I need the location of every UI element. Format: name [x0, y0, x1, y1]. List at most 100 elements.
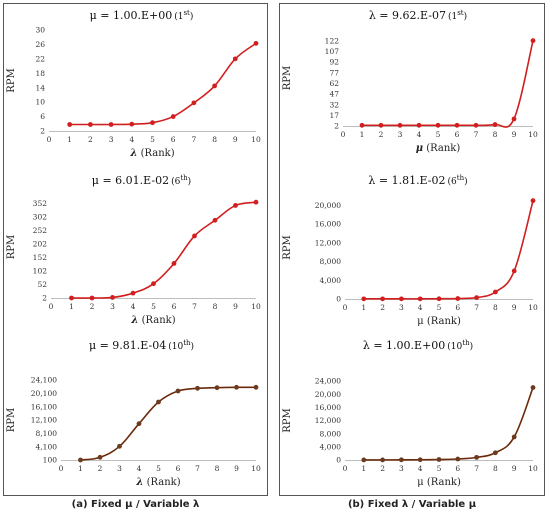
chart4-data-point: [156, 399, 161, 405]
chart1-ytick-label: 47: [329, 90, 339, 99]
chart3-xtick-label: 10: [528, 303, 538, 312]
chart4-data-point: [253, 384, 259, 390]
chart1-xtick-label: 2: [379, 130, 384, 139]
chart5-data-point: [436, 457, 442, 462]
chart4-data-point: [195, 385, 200, 391]
chart4-data-point: [117, 443, 122, 449]
chart5-xtick-label: 6: [455, 464, 460, 473]
chart3-data-point: [361, 296, 367, 302]
chart3-data-point: [455, 296, 461, 301]
chart1-ytick-label: 62: [329, 79, 339, 88]
chart1-xtick-label: 7: [474, 130, 479, 139]
chart0-xtick-label: 8: [212, 135, 217, 144]
chart1-data-point: [416, 122, 422, 128]
chart5-ylabel: RPM: [282, 408, 293, 433]
chart5-data-point: [474, 454, 479, 460]
chart-lambda-6th: λ = 1.81.E-02 (6th) 0 4,000 8,000 12,000 16,00…: [282, 174, 538, 327]
chart4-xtick-label: 3: [117, 464, 122, 473]
chart5-xlabel: μ (Rank): [417, 477, 461, 488]
chart5-ytick-label: 16,000: [315, 403, 341, 412]
chart4-xtick-label: 1: [78, 464, 83, 473]
chart1-data-point: [454, 122, 460, 128]
chart3-xtick-label: 8: [493, 303, 498, 312]
chart2-xlabel: λ (Rank): [130, 315, 175, 326]
chart0-data-point: [88, 122, 93, 127]
chart0-ytick-label: 6: [40, 112, 45, 121]
chart3-ytick-label: 8,000: [320, 257, 342, 266]
chart0-xtick-label: 10: [251, 135, 261, 144]
chart2-ylabel: RPM: [6, 235, 17, 260]
chart3-xtick-label: 3: [399, 303, 404, 312]
chart0-xtick-label: 4: [129, 135, 134, 144]
chart2-data-point: [192, 233, 197, 239]
panel-fixed-mu: [3, 3, 268, 496]
chart4-ytick-label: 12,100: [31, 416, 57, 425]
chart1-ytick-label: 2: [334, 122, 339, 131]
chart3-ytick-label: 12,000: [315, 238, 341, 247]
chart2-data-point: [151, 281, 156, 287]
chart5-xtick-label: 4: [418, 464, 423, 473]
chart0-ytick-label: 18: [35, 69, 45, 78]
chart2-ytick-label: 352: [33, 199, 48, 208]
chart2-ytick-label: 2: [42, 294, 47, 303]
chart0-ytick-label: 26: [35, 40, 45, 49]
chart2-data-point: [89, 295, 95, 301]
chart2-xtick-label: 7: [192, 302, 197, 311]
chart2-xtick-label: 10: [251, 302, 261, 311]
chart5-xtick-label: 10: [528, 464, 538, 473]
chart5-data-point: [417, 457, 423, 463]
chart5-ytick-label: 4,000: [320, 442, 342, 451]
chart5-data-point: [361, 457, 367, 463]
chart2-xtick-label: 8: [213, 302, 218, 311]
chart1-ytick-label: 17: [329, 111, 339, 120]
chart4-xtick-label: 7: [195, 464, 200, 473]
chart2-data-point: [130, 290, 136, 296]
chart2-xtick-label: 2: [90, 302, 95, 311]
chart5-data-point: [455, 456, 461, 462]
chart1-data-point: [359, 122, 365, 128]
chart2-title: μ = 6.01.E-02 (6th): [92, 174, 191, 187]
chart0-ytick-label: 30: [35, 26, 45, 35]
chart3-xtick-label: 0: [343, 303, 348, 312]
chart1-xtick-label: 4: [417, 130, 422, 139]
chart3-ytick-label: 16,000: [315, 220, 341, 229]
chart5-data-point: [380, 457, 385, 463]
chart0-xtick-label: 9: [233, 135, 238, 144]
chart2-data-point: [212, 217, 218, 223]
chart1-xtick-label: 8: [493, 130, 498, 139]
chart5-xtick-label: 9: [512, 464, 517, 473]
chart2-data-point: [69, 295, 74, 301]
chart4-ytick-label: 8,100: [36, 429, 58, 438]
chart1-data-point: [530, 38, 536, 44]
chart3-xtick-label: 2: [380, 303, 385, 312]
chart1-xtick-label: 3: [398, 130, 403, 139]
chart1-xtick-label: 5: [436, 130, 441, 139]
chart3-data-point: [380, 296, 385, 302]
chart1-series-line: [361, 40, 534, 128]
panel-fixed-lambda: [279, 3, 545, 496]
chart2-data-point: [171, 261, 177, 266]
chart3-xtick-label: 5: [437, 303, 442, 312]
chart3-ylabel: RPM: [282, 235, 293, 260]
chart3-data-point: [436, 296, 442, 302]
chart2-xtick-label: 6: [172, 302, 177, 311]
chart0-data-point: [253, 40, 259, 46]
chart4-xtick-label: 8: [215, 464, 220, 473]
chart4-ytick-label: 100: [43, 456, 58, 465]
chart5-xtick-label: 7: [474, 464, 479, 473]
chart1-data-point: [397, 122, 403, 128]
chart0-xtick-label: 6: [171, 135, 176, 144]
chart2-ytick-label: 52: [37, 280, 47, 289]
chart-mu-10th: μ = 9.81.E-04 (10th)1004,1008,10012,10016…: [6, 339, 261, 488]
chart1-xtick-label: 0: [341, 130, 346, 139]
chart3-ytick-label: 20,000: [315, 201, 341, 210]
chart5-xtick-label: 0: [343, 464, 348, 473]
caption-b: (b) Fixed λ / Variable μ: [347, 499, 477, 510]
chart0-xtick-label: 1: [67, 135, 72, 144]
chart0-ytick-label: 14: [35, 83, 45, 92]
chart1-ylabel: RPM: [282, 66, 293, 91]
chart5-xtick-label: 3: [399, 464, 404, 473]
chart2-data-point: [110, 295, 115, 300]
